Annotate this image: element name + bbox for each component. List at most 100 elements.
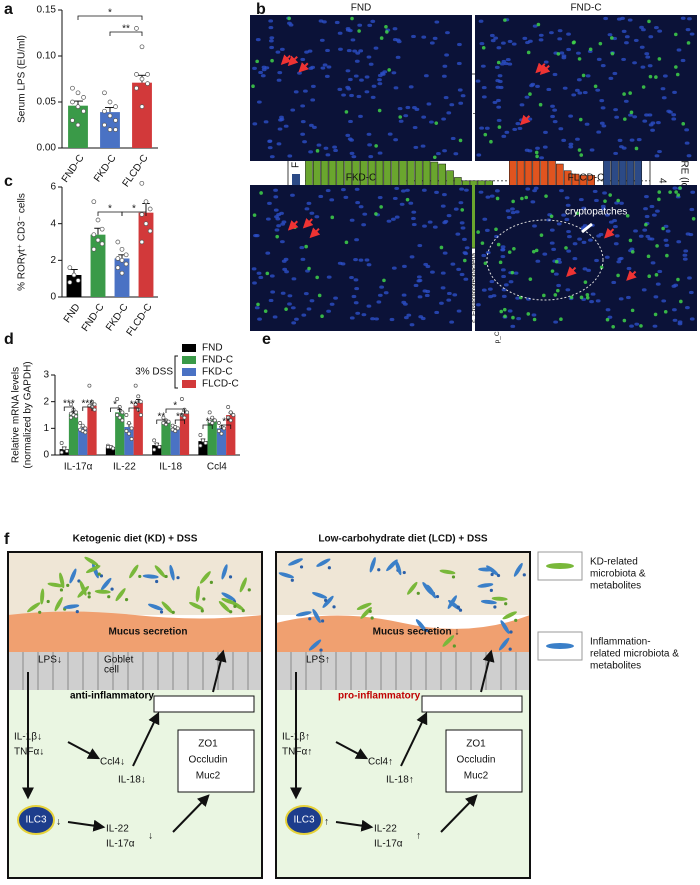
bar bbox=[66, 275, 82, 297]
significance-label: ** bbox=[176, 412, 184, 423]
y-tick-label: 1 bbox=[43, 423, 49, 434]
nucleus bbox=[358, 205, 364, 209]
nucleus bbox=[403, 316, 409, 320]
ror-cell bbox=[539, 233, 544, 237]
metabolite bbox=[99, 574, 104, 578]
nucleus bbox=[642, 119, 648, 123]
microbe bbox=[477, 583, 494, 588]
nucleus bbox=[648, 123, 654, 127]
data-point bbox=[216, 421, 221, 425]
ror-cell bbox=[498, 260, 503, 265]
nucleus bbox=[655, 209, 660, 213]
ror-cell bbox=[320, 314, 324, 319]
nucleus bbox=[345, 28, 351, 32]
nucleus bbox=[457, 42, 462, 47]
nucleus bbox=[379, 285, 385, 289]
metabolite bbox=[159, 610, 164, 614]
nucleus bbox=[358, 49, 364, 53]
ror-cell bbox=[676, 193, 681, 197]
ror-cell bbox=[653, 312, 658, 317]
scene-frame bbox=[275, 551, 531, 879]
data-point bbox=[139, 180, 145, 186]
nucleus bbox=[309, 211, 315, 215]
ror-cell bbox=[524, 195, 529, 200]
nucleus bbox=[374, 317, 379, 321]
nucleus bbox=[377, 293, 383, 297]
bar bbox=[207, 420, 217, 455]
nucleus bbox=[671, 113, 677, 117]
significance-label: *** bbox=[63, 399, 75, 410]
nucleus bbox=[501, 134, 507, 138]
ror-cell bbox=[538, 102, 543, 107]
ror-cell bbox=[382, 278, 386, 283]
data-point bbox=[228, 418, 233, 423]
nucleus bbox=[267, 139, 273, 143]
diagram-text: Ccl4↑ bbox=[368, 757, 393, 768]
ror-cell bbox=[275, 234, 280, 239]
data-point bbox=[173, 429, 178, 433]
nucleus bbox=[446, 214, 452, 218]
microbe bbox=[480, 599, 497, 605]
nucleus bbox=[562, 86, 568, 90]
data-point bbox=[138, 413, 143, 417]
nucleus bbox=[440, 204, 446, 208]
diagram-text: IL-17α bbox=[374, 839, 403, 850]
nucleus bbox=[676, 240, 682, 244]
ror-cell bbox=[623, 117, 627, 121]
nucleus bbox=[310, 98, 316, 102]
nucleus bbox=[478, 19, 484, 23]
nucleus bbox=[409, 323, 415, 327]
nucleus bbox=[354, 286, 360, 291]
nucleus bbox=[549, 241, 555, 245]
nucleus bbox=[649, 204, 655, 209]
ror-cell bbox=[578, 117, 583, 122]
x-tick-label: IL-18 bbox=[159, 462, 182, 473]
ror-cell bbox=[629, 110, 634, 115]
nucleus bbox=[671, 117, 677, 121]
data-point bbox=[81, 95, 86, 100]
nucleus bbox=[556, 222, 562, 226]
data-point bbox=[62, 446, 67, 451]
ror-cell bbox=[494, 227, 498, 232]
microbe bbox=[439, 569, 456, 575]
data-point bbox=[75, 90, 81, 96]
nucleus bbox=[495, 79, 501, 83]
ror-cell bbox=[681, 122, 686, 126]
ror-cell bbox=[575, 211, 580, 216]
image-label: FKD-C bbox=[346, 173, 377, 184]
ilc3-cell bbox=[285, 805, 323, 835]
nucleus bbox=[432, 36, 438, 40]
nucleus bbox=[524, 95, 530, 99]
nucleus bbox=[353, 301, 359, 305]
nucleus bbox=[462, 237, 467, 242]
legend-microbe bbox=[546, 563, 574, 569]
microbe bbox=[322, 595, 334, 608]
nucleus bbox=[599, 121, 605, 125]
data-point bbox=[119, 257, 125, 263]
microbe bbox=[148, 603, 164, 611]
nucleus bbox=[596, 234, 602, 238]
arrow bbox=[67, 819, 106, 832]
microbe bbox=[356, 602, 372, 610]
ror-cell bbox=[588, 47, 593, 52]
nucleus bbox=[358, 258, 364, 262]
ror-cell bbox=[497, 125, 502, 129]
data-point bbox=[91, 246, 97, 252]
nucleus bbox=[654, 154, 660, 158]
data-point bbox=[95, 237, 101, 243]
data-point bbox=[152, 447, 157, 452]
data-point bbox=[119, 246, 125, 252]
nucleus bbox=[581, 240, 587, 244]
significance-label: ** bbox=[157, 412, 165, 423]
nucleus bbox=[456, 61, 462, 66]
nucleus bbox=[494, 189, 500, 193]
bar bbox=[133, 403, 143, 455]
nucleus bbox=[557, 29, 563, 33]
significance-bracket bbox=[165, 408, 185, 413]
microbe bbox=[278, 572, 295, 579]
nucleus bbox=[582, 90, 588, 95]
ror-cell bbox=[534, 248, 539, 253]
nucleus bbox=[571, 93, 577, 97]
metabolite bbox=[522, 573, 526, 577]
nucleus bbox=[341, 188, 346, 192]
